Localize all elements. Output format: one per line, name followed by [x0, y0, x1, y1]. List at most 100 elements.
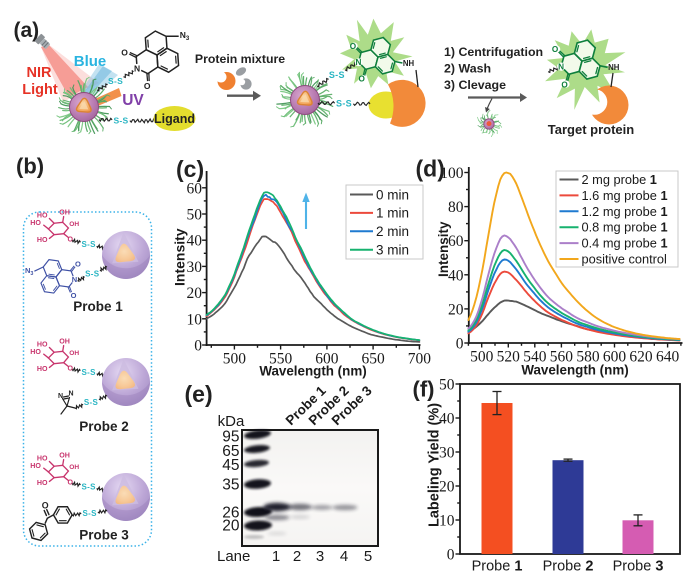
svg-text:HO: HO — [37, 236, 48, 244]
svg-text:HO: HO — [30, 462, 41, 470]
svg-text:40: 40 — [448, 267, 464, 284]
svg-text:NH: NH — [403, 59, 415, 68]
svg-text:N: N — [72, 275, 77, 284]
svg-text:Probe 1: Probe 1 — [73, 299, 123, 314]
svg-text:60: 60 — [448, 233, 464, 250]
svg-text:Probe 1: Probe 1 — [472, 559, 523, 575]
svg-text:O: O — [561, 80, 568, 89]
svg-text:0: 0 — [194, 338, 202, 355]
svg-text:20: 20 — [222, 517, 240, 534]
svg-text:(f): (f) — [413, 377, 435, 402]
svg-text:Target protein: Target protein — [548, 122, 634, 137]
svg-text:65: 65 — [222, 443, 239, 460]
svg-text:580: 580 — [576, 349, 600, 366]
svg-text:O: O — [552, 45, 559, 54]
svg-text:OH: OH — [69, 221, 79, 228]
svg-text:HO: HO — [37, 455, 48, 463]
svg-text:O: O — [71, 291, 77, 300]
svg-text:3: 3 — [316, 548, 324, 565]
svg-text:S-S: S-S — [108, 76, 123, 86]
svg-text:50: 50 — [439, 377, 455, 394]
svg-text:HO: HO — [37, 341, 48, 349]
svg-text:95: 95 — [222, 429, 239, 446]
svg-text:80: 80 — [448, 199, 464, 216]
svg-text:Ligand: Ligand — [154, 112, 195, 126]
svg-text:Light: Light — [22, 82, 58, 98]
svg-text:Probe 3: Probe 3 — [79, 528, 129, 543]
svg-text:20: 20 — [439, 479, 455, 496]
svg-text:S-S: S-S — [81, 483, 96, 492]
svg-text:N: N — [356, 58, 362, 67]
svg-text:N3: N3 — [25, 266, 33, 277]
svg-text:OH: OH — [69, 464, 79, 471]
svg-text:(c): (c) — [176, 156, 204, 182]
svg-text:OH: OH — [59, 452, 70, 460]
svg-text:S-S: S-S — [336, 99, 352, 109]
svg-text:20: 20 — [448, 301, 464, 318]
svg-text:35: 35 — [222, 476, 239, 493]
svg-text:550: 550 — [269, 351, 293, 368]
svg-text:O: O — [350, 42, 357, 51]
svg-text:HO: HO — [37, 212, 48, 220]
svg-text:100: 100 — [440, 165, 464, 182]
svg-text:Blue: Blue — [74, 53, 107, 70]
svg-text:520: 520 — [497, 349, 521, 366]
svg-text:Labeling Yield (%): Labeling Yield (%) — [427, 403, 443, 527]
svg-text:Lane: Lane — [217, 548, 250, 565]
svg-text:540: 540 — [523, 349, 547, 366]
svg-text:Probe 3: Probe 3 — [613, 559, 664, 575]
svg-text:kDa: kDa — [218, 413, 245, 430]
svg-text:1.6 mg probe 1: 1.6 mg probe 1 — [582, 188, 668, 203]
svg-text:0.4 mg probe 1: 0.4 mg probe 1 — [582, 236, 668, 251]
svg-text:500: 500 — [223, 351, 247, 368]
svg-text:Intensity: Intensity — [172, 228, 188, 286]
svg-text:O: O — [359, 75, 366, 84]
svg-text:Probe 2: Probe 2 — [543, 559, 594, 575]
svg-text:3) Clevage: 3) Clevage — [444, 78, 506, 92]
svg-text:1: 1 — [272, 548, 280, 565]
svg-text:N: N — [68, 391, 73, 398]
svg-text:OH: OH — [59, 338, 70, 346]
svg-text:30: 30 — [439, 445, 455, 462]
svg-text:(a): (a) — [14, 19, 40, 42]
svg-text:600: 600 — [603, 349, 627, 366]
svg-text:0: 0 — [456, 336, 464, 353]
svg-text:O: O — [42, 500, 49, 510]
svg-text:50: 50 — [187, 207, 203, 224]
svg-text:O: O — [68, 478, 74, 486]
svg-text:4: 4 — [340, 548, 348, 565]
svg-text:positive control: positive control — [582, 252, 667, 267]
svg-text:40: 40 — [187, 233, 203, 250]
svg-text:0 min: 0 min — [376, 187, 409, 202]
svg-text:O: O — [144, 81, 151, 91]
svg-text:1) Centrifugation: 1) Centrifugation — [444, 45, 543, 59]
svg-text:10: 10 — [439, 513, 455, 530]
svg-text:Wavelength (nm): Wavelength (nm) — [259, 364, 366, 379]
svg-text:HO: HO — [30, 219, 41, 227]
svg-text:NH: NH — [608, 63, 620, 72]
svg-text:1.2 mg probe 1: 1.2 mg probe 1 — [582, 204, 668, 219]
svg-text:700: 700 — [408, 351, 432, 368]
svg-text:(b): (b) — [16, 154, 44, 179]
svg-text:650: 650 — [362, 351, 386, 368]
svg-text:0.8 mg probe 1: 0.8 mg probe 1 — [582, 220, 668, 235]
svg-text:OH: OH — [59, 209, 70, 217]
svg-text:3 min: 3 min — [376, 243, 409, 258]
svg-text:(e): (e) — [185, 381, 213, 407]
svg-text:(d): (d) — [416, 156, 445, 182]
svg-text:NIR: NIR — [27, 65, 53, 81]
svg-text:2 mg probe 1: 2 mg probe 1 — [582, 172, 657, 187]
svg-text:N: N — [558, 62, 564, 71]
svg-text:S-S: S-S — [82, 509, 97, 518]
svg-text:S-S: S-S — [81, 240, 96, 249]
svg-text:1 min: 1 min — [376, 206, 409, 221]
svg-text:S-S: S-S — [85, 270, 100, 279]
svg-text:640: 640 — [656, 349, 680, 366]
svg-text:N3: N3 — [180, 30, 190, 42]
svg-text:0: 0 — [447, 547, 455, 564]
svg-text:10: 10 — [187, 311, 203, 328]
svg-text:OH: OH — [69, 350, 79, 357]
svg-text:500: 500 — [470, 349, 494, 366]
svg-text:560: 560 — [550, 349, 574, 366]
svg-text:600: 600 — [315, 351, 339, 368]
